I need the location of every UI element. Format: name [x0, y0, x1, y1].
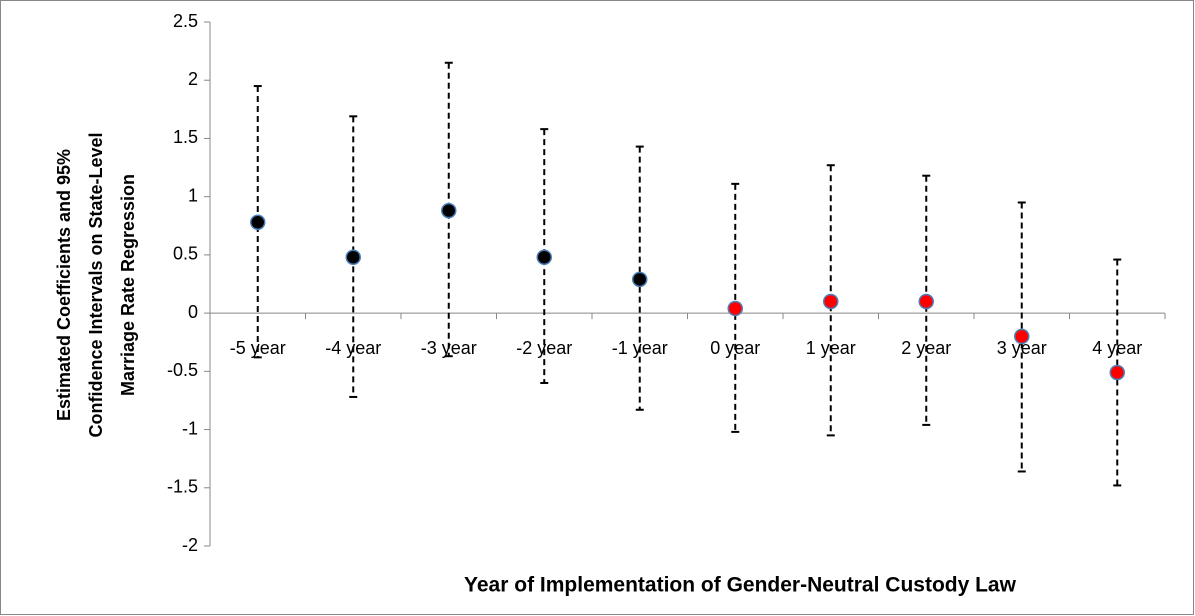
point [632, 271, 648, 288]
point [918, 293, 934, 310]
y-tick-label: 0.5 [173, 244, 198, 264]
y-tick-label: 2.5 [173, 11, 198, 31]
y-tick-label: 1 [188, 185, 198, 205]
point [441, 202, 457, 219]
point [823, 293, 839, 310]
point [345, 249, 361, 265]
y-axis-title: Confidence Intervals on State-Level [86, 132, 106, 437]
x-tick-label: -2 year [516, 338, 572, 358]
y-tick-label: -2 [182, 535, 198, 555]
y-tick-label: 0 [188, 302, 198, 322]
y-tick-label: -0.5 [167, 360, 198, 380]
point [1109, 364, 1125, 381]
point [250, 214, 266, 231]
point [727, 300, 743, 317]
y-axis-title: Estimated Coefficients and 95% [54, 149, 74, 421]
x-axis-title: Year of Implementation of Gender-Neutral… [464, 574, 1017, 597]
y-tick-label: 1.5 [173, 127, 198, 147]
y-tick-label: -1 [182, 418, 198, 438]
point [1014, 328, 1030, 345]
point [536, 249, 552, 265]
y-axis-title: Marriage Rate Regression [118, 174, 138, 396]
y-tick-label: -1.5 [167, 477, 198, 497]
y-tick-label: 2 [188, 69, 198, 89]
x-tick-label: 4 year [1092, 338, 1142, 358]
